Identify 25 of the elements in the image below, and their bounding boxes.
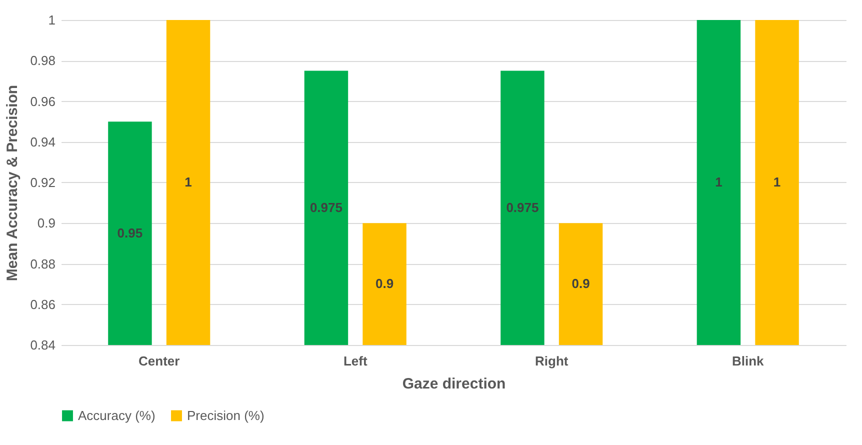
data-label: 0.95 bbox=[117, 225, 143, 240]
data-label: 1 bbox=[773, 174, 781, 190]
x-axis-title: Gaze direction bbox=[402, 376, 506, 392]
legend-label: Accuracy (%) bbox=[78, 408, 156, 423]
y-tick-label: 0.84 bbox=[30, 338, 56, 352]
x-tick-label: Blink bbox=[732, 354, 765, 368]
data-label: 0.9 bbox=[572, 276, 590, 292]
x-tick-label: Left bbox=[343, 354, 368, 368]
data-label: 1 bbox=[715, 174, 722, 190]
x-tick-label: Center bbox=[138, 354, 180, 368]
y-tick-label: 0.98 bbox=[30, 53, 56, 68]
data-label: 0.975 bbox=[310, 200, 342, 215]
y-tick-label: 1 bbox=[48, 12, 56, 28]
y-axis-title: Mean Accuracy & Precision bbox=[4, 84, 22, 282]
y-tick-label: 0.88 bbox=[30, 256, 56, 272]
x-tick-label: Right bbox=[535, 354, 569, 368]
y-tick-label: 0.86 bbox=[30, 296, 56, 312]
data-label: 1 bbox=[184, 174, 192, 190]
y-tick-label: 0.94 bbox=[30, 134, 56, 150]
data-label: 0.9 bbox=[375, 276, 394, 292]
data-label: 0.975 bbox=[506, 200, 539, 215]
y-tick-label: 0.96 bbox=[30, 94, 56, 109]
legend-label: Precision (%) bbox=[187, 408, 264, 423]
y-tick-label: 0.92 bbox=[30, 175, 56, 190]
y-tick-label: 0.9 bbox=[37, 216, 56, 231]
